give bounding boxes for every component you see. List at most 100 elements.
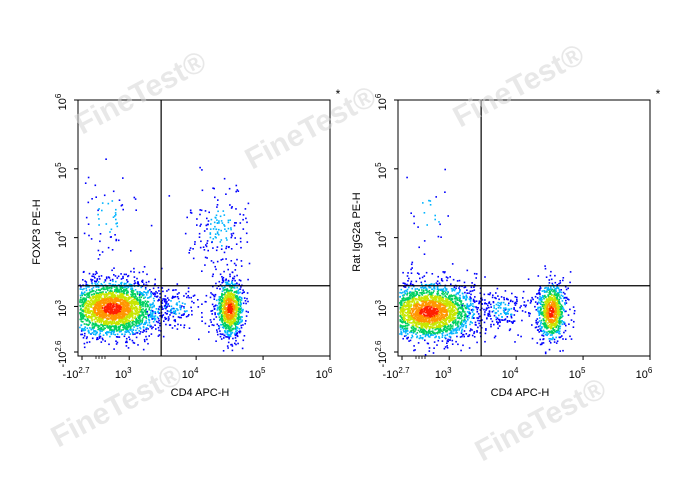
event-dot — [118, 296, 120, 298]
event-dot — [95, 294, 97, 296]
event-dot — [89, 341, 91, 343]
event-dot — [94, 300, 96, 302]
event-dot — [134, 197, 136, 199]
event-dot — [122, 276, 124, 278]
event-dot — [109, 231, 111, 233]
event-dot — [115, 212, 117, 214]
event-dot — [241, 265, 243, 267]
event-dot — [122, 301, 124, 303]
event-dot — [165, 299, 167, 301]
event-dot — [234, 263, 236, 265]
event-dot — [243, 228, 245, 230]
event-dot — [135, 300, 137, 302]
event-dot — [239, 214, 241, 216]
event-dot — [145, 287, 147, 289]
event-dot — [208, 325, 210, 327]
event-dot — [162, 291, 164, 293]
event-dot — [173, 312, 175, 314]
event-dot — [135, 314, 137, 316]
event-dot — [88, 202, 90, 204]
event-dot — [246, 315, 248, 317]
event-dot — [208, 212, 210, 214]
event-dot — [126, 345, 128, 347]
event-dot — [129, 296, 131, 298]
event-dot — [230, 324, 232, 326]
event-dot — [474, 273, 476, 275]
event-dot — [135, 209, 137, 211]
event-dot — [104, 340, 106, 342]
event-dot — [179, 301, 181, 303]
event-dot — [247, 241, 249, 243]
event-dot — [154, 319, 156, 321]
event-dot — [213, 319, 215, 321]
event-dot — [221, 248, 223, 250]
event-dot — [119, 199, 121, 201]
event-dot — [429, 290, 431, 292]
event-dot — [88, 223, 90, 225]
event-dot — [459, 318, 461, 320]
event-dot — [225, 304, 227, 306]
event-dot — [190, 247, 192, 249]
event-dot — [88, 177, 90, 179]
event-dot — [93, 324, 95, 326]
event-dot — [92, 338, 94, 340]
event-dot — [412, 262, 414, 264]
event-dot — [476, 342, 478, 344]
event-dot — [127, 315, 129, 317]
event-dot — [121, 324, 123, 326]
event-dot — [101, 210, 103, 212]
event-dot — [186, 297, 188, 299]
event-dot — [202, 190, 204, 192]
event-dot — [233, 233, 235, 235]
event-dot — [479, 320, 481, 322]
event-dot — [239, 279, 241, 281]
event-dot — [115, 275, 117, 277]
event-dot — [139, 272, 141, 274]
event-dot — [123, 329, 125, 331]
event-dot — [230, 229, 232, 231]
event-dot — [242, 348, 244, 350]
event-dot — [449, 276, 451, 278]
event-dot — [121, 278, 123, 280]
event-dots — [399, 169, 576, 356]
event-dot — [232, 323, 234, 325]
event-dot — [210, 297, 212, 299]
event-dot — [174, 308, 176, 310]
event-dot — [225, 336, 227, 338]
event-dot — [472, 290, 474, 292]
event-dot — [99, 334, 101, 336]
event-dot — [113, 333, 115, 335]
event-dot — [117, 277, 119, 279]
event-dot — [236, 275, 238, 277]
event-dot — [236, 309, 238, 311]
event-dot — [239, 296, 241, 298]
y-tick-exponent: 3 — [54, 300, 63, 305]
event-dot — [400, 300, 402, 302]
event-dot — [470, 297, 472, 299]
event-dot — [133, 324, 135, 326]
event-dot — [96, 300, 98, 302]
event-dot — [146, 294, 148, 296]
event-dot — [240, 238, 242, 240]
event-dot — [140, 311, 142, 313]
event-dot — [130, 333, 132, 335]
event-dot — [145, 297, 147, 299]
event-dot — [227, 264, 229, 266]
event-dot — [432, 289, 434, 291]
event-dot — [245, 208, 247, 210]
event-dot — [470, 291, 472, 293]
event-dot — [437, 286, 439, 288]
event-dot — [230, 335, 232, 337]
event-dot — [127, 309, 129, 311]
event-dot — [237, 333, 239, 335]
event-dot — [96, 339, 98, 341]
event-dot — [109, 329, 111, 331]
event-dot — [207, 250, 209, 252]
event-dot — [93, 298, 95, 300]
event-dot — [131, 320, 133, 322]
event-dot — [244, 335, 246, 337]
event-dot — [223, 337, 225, 339]
event-dot — [79, 327, 81, 329]
event-dot — [151, 315, 153, 317]
event-dot — [126, 288, 128, 290]
